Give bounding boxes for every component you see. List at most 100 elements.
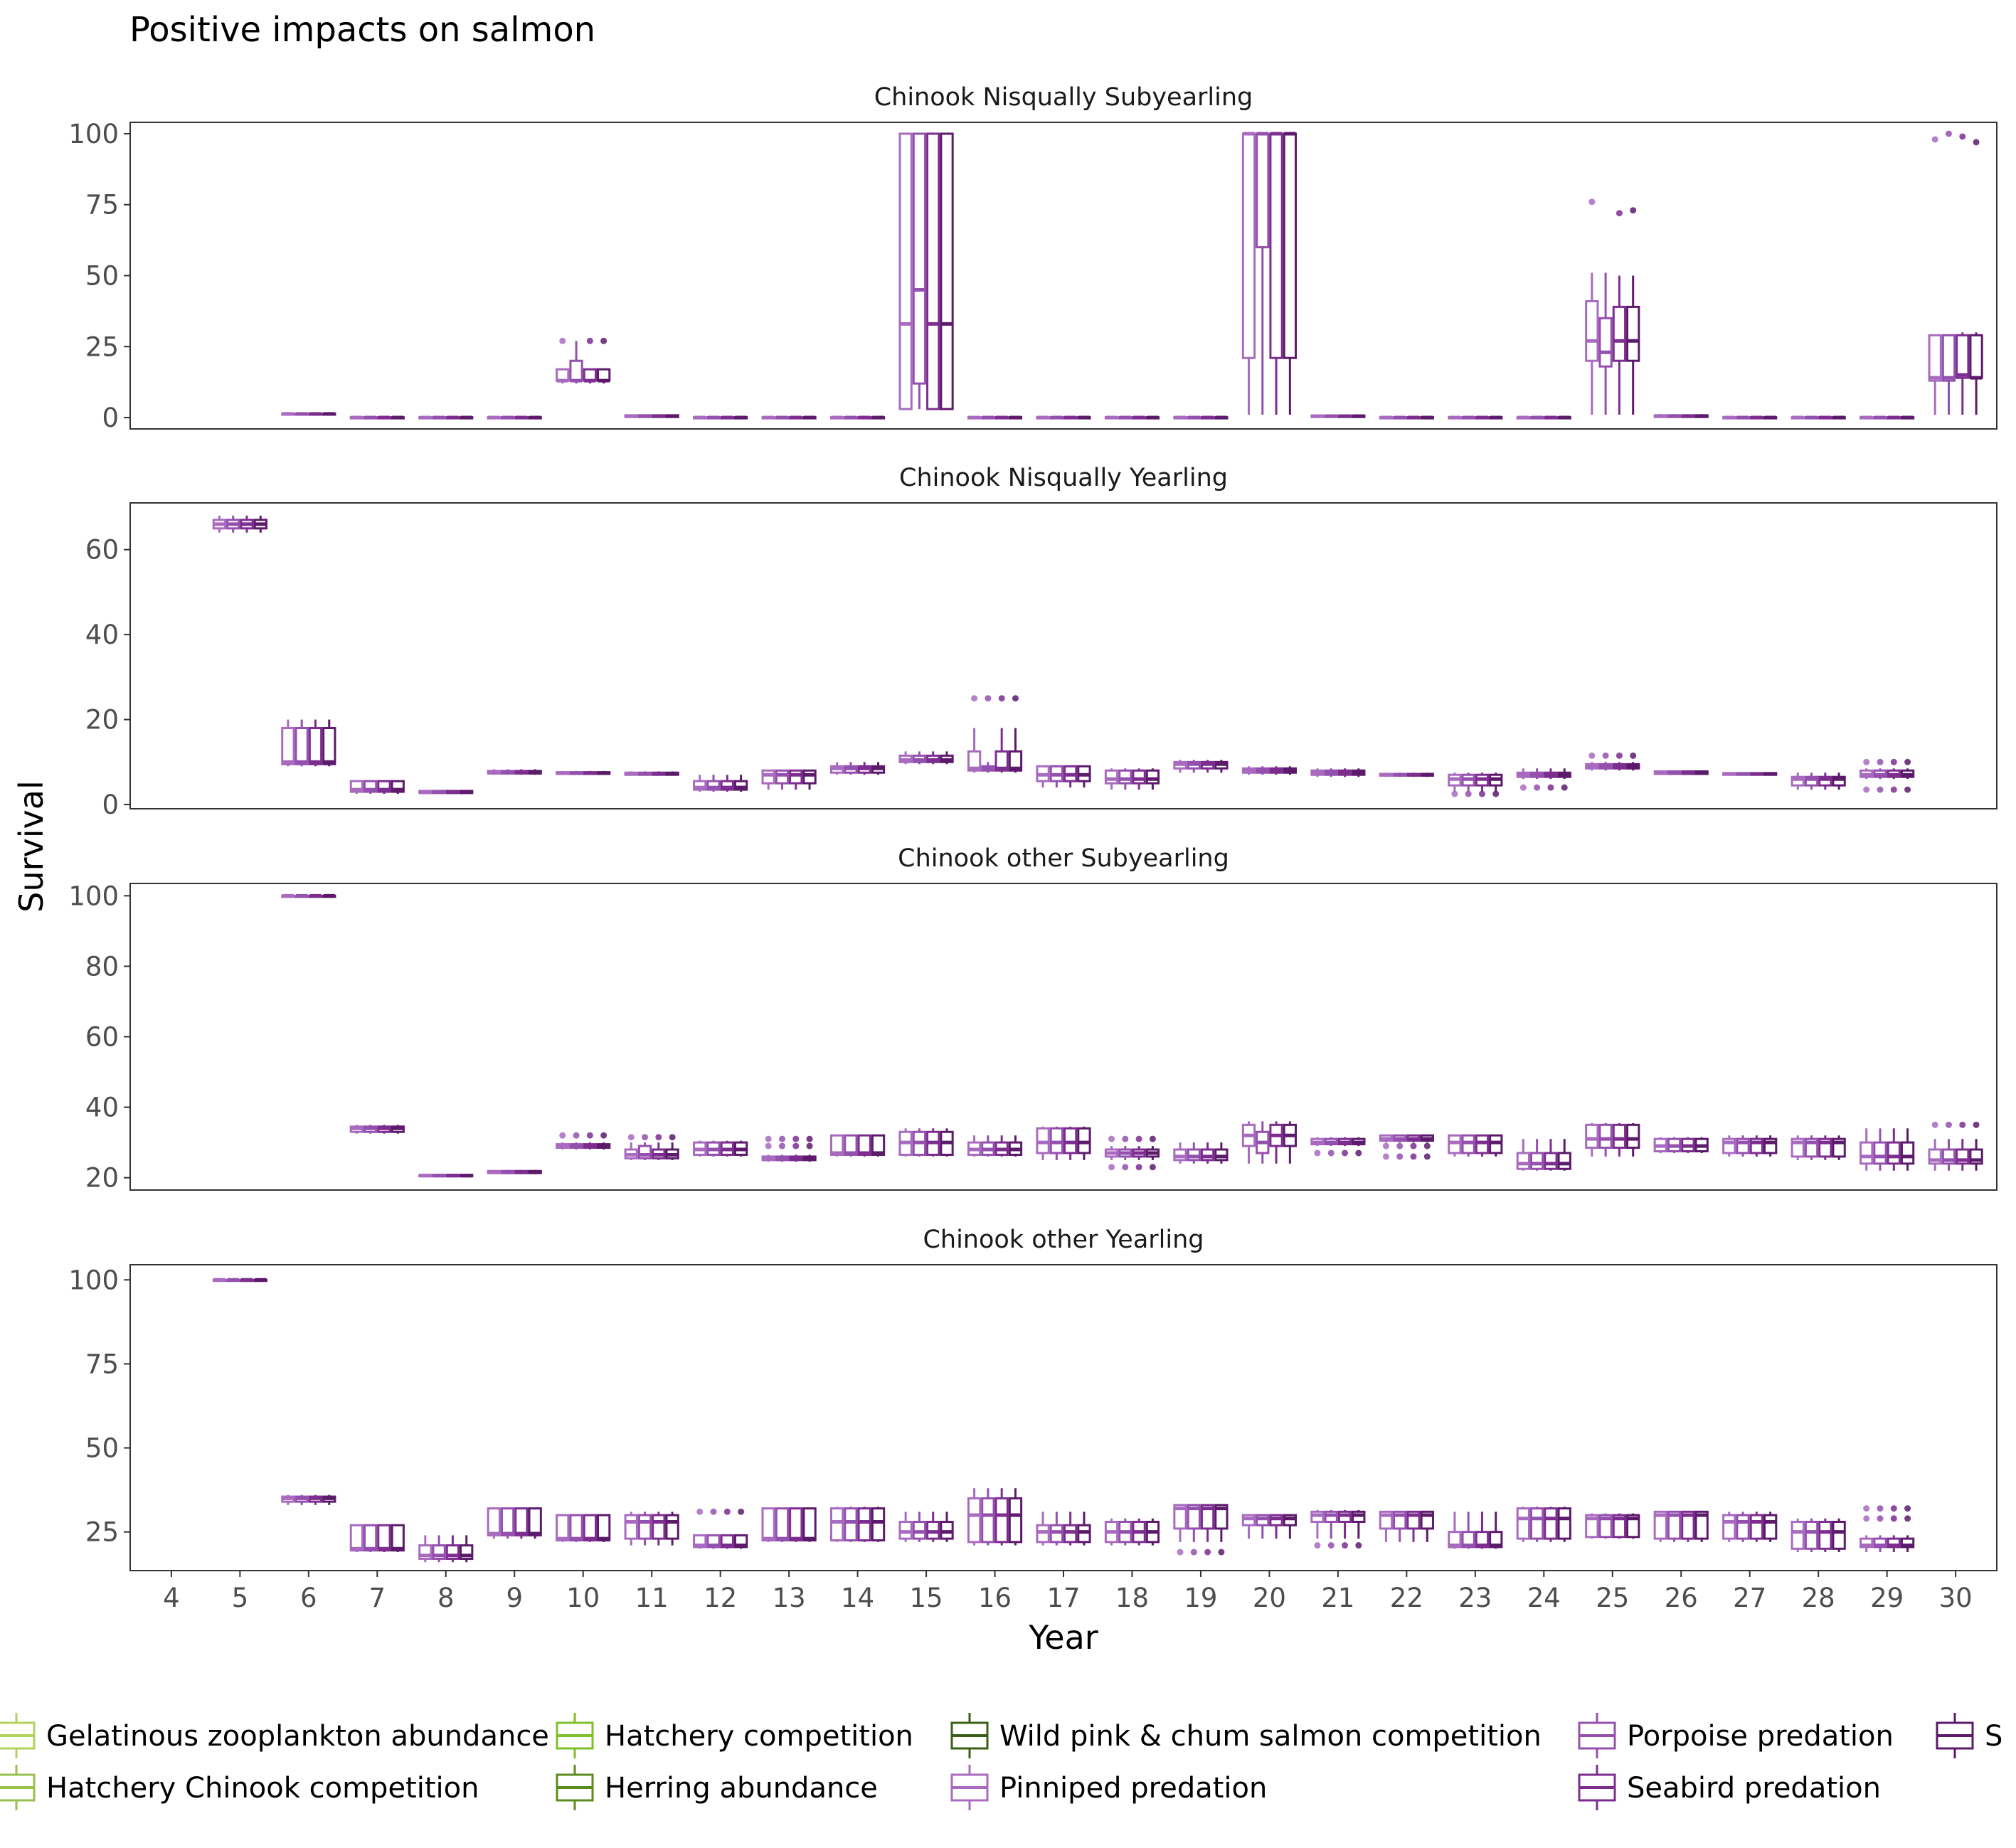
boxplot-box [1241,1121,1256,1164]
box-iqr [322,727,336,765]
box-iqr [487,1507,501,1536]
boxplot-box [926,132,940,410]
boxplot-box [761,769,775,790]
boxplot-box [1860,1128,1874,1171]
boxplot-box [1749,415,1763,420]
boxplot-box [693,1508,707,1549]
box-iqr [789,769,803,785]
boxplot-box [994,695,1009,773]
y-tick-label: 60 [85,535,119,565]
boxplot-box [500,1169,515,1174]
legend-label: Wild pink & chum salmon competition [999,1720,1542,1753]
boxplot-box [569,1132,583,1150]
boxplot-box [556,1514,570,1542]
boxplot-box [1667,770,1682,775]
boxplot-box [281,1494,295,1505]
boxplot-box [500,769,515,775]
boxplot-box [1804,1518,1819,1553]
boxplot-box [912,1512,927,1542]
boxplot-box [583,337,597,384]
boxplot-box [1612,752,1627,771]
boxplot-box [1008,415,1023,420]
boxplot-box [1818,772,1832,790]
boxplot-box [1145,768,1160,790]
outlier-point [1904,758,1911,765]
box-iqr [1612,305,1627,362]
boxplot-box [1736,772,1750,776]
box-iqr [761,1507,775,1541]
boxplot-box [1352,1137,1366,1157]
boxplot-box [720,775,734,792]
box-iqr [308,727,323,765]
boxplot-box [1956,1121,1970,1171]
legend-label: S [1985,1720,2002,1753]
boxplot-box [460,415,474,420]
y-tick-label: 0 [102,790,119,820]
boxplot-box [1132,1135,1146,1171]
boxplot-box [1667,1137,1682,1153]
boxplot-box [1694,414,1709,418]
legend-item: Seabird predation [1578,1765,1881,1810]
boxplot-box [1860,758,1874,793]
boxplot-box [1063,415,1078,420]
box-iqr [1544,1152,1558,1170]
boxplot-box [1832,415,1846,420]
outlier-point [1314,1542,1321,1549]
boxplot-box [1420,415,1434,420]
outlier-point [1890,758,1897,765]
box-iqr [844,1507,858,1541]
outlier-point [1465,790,1472,797]
boxplot-box [418,1535,433,1563]
box-iqr [871,1507,886,1541]
box-iqr [1956,334,1970,379]
boxplot-box [871,762,886,775]
boxplot-box [528,769,542,775]
boxplot-box [1873,758,1887,793]
boxplot-box [1475,415,1490,420]
box-iqr [898,132,913,410]
boxplot-box [1557,1139,1571,1171]
boxplot-box [1241,132,1256,415]
box-iqr [1008,750,1023,772]
x-tick-label: 11 [635,1583,669,1613]
boxplot-box [583,770,597,775]
outlier-point [792,1142,800,1149]
boxplot-box [637,771,652,776]
boxplot-box [281,719,295,767]
boxplot-box [665,1134,679,1160]
boxplot-box [1900,415,1915,420]
y-tick-label: 20 [85,705,119,736]
outlier-point [627,1134,635,1141]
boxplot-box [295,719,309,767]
facet-strip-label: Chinook other Subyearling [898,844,1229,873]
boxplot-box [802,1507,817,1542]
outlier-point [1863,1515,1870,1522]
boxplot-box [844,1507,858,1542]
outlier-point [1890,1515,1897,1522]
boxplot-box [569,341,583,384]
boxplot-box [1049,765,1064,788]
boxplot-box [994,1135,1009,1157]
boxplot-box [1681,1137,1695,1153]
boxplot-box [322,893,336,898]
box-iqr [1832,775,1846,787]
boxplot-box [1956,133,1970,415]
outlier-point [1478,790,1485,797]
legend-item: S [1936,1713,2002,1758]
boxplot-box [665,414,679,418]
boxplot-box [857,1507,871,1542]
boxplot-box [1256,1121,1270,1164]
boxplot-box [981,415,995,420]
boxplot-box [583,1132,597,1150]
boxplot-box [926,751,940,765]
outlier-point [1177,1549,1184,1556]
box-iqr [1544,1507,1558,1540]
outlier-point [1602,752,1609,759]
boxplot-box [926,1512,940,1542]
y-tick-label: 75 [85,1349,119,1379]
boxplot-box [1598,1513,1613,1539]
boxplot-box [1544,1507,1558,1542]
y-axis-title: Survival [12,780,51,912]
boxplot-box [1008,695,1023,773]
boxplot-box [1269,132,1283,415]
